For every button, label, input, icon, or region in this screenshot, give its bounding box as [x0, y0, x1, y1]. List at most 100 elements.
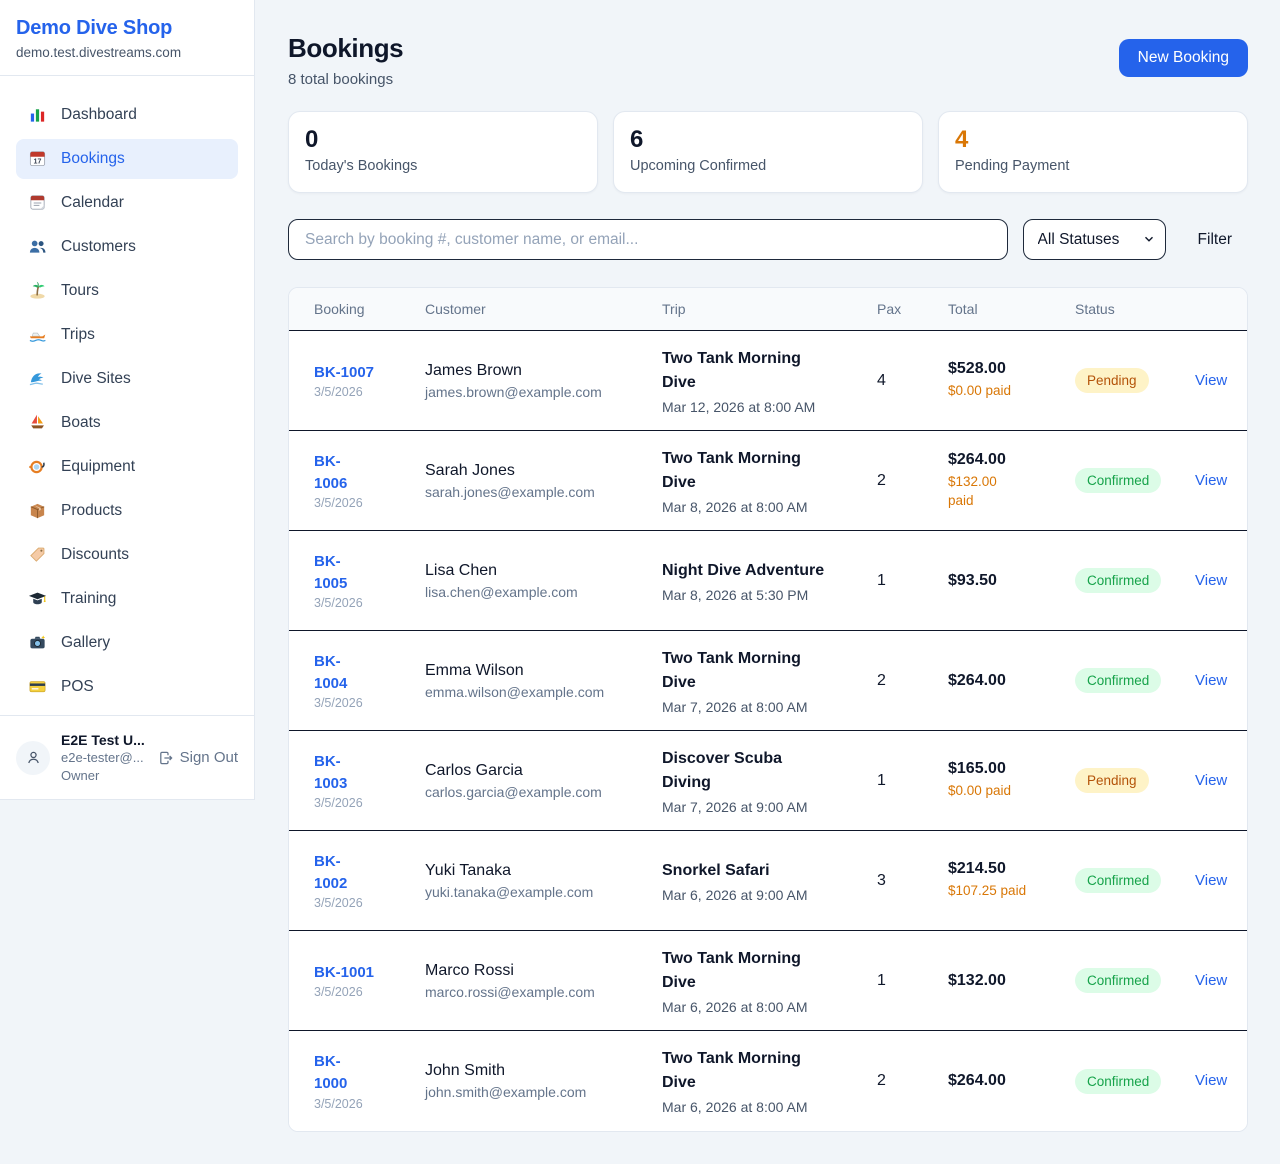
filter-button[interactable]: Filter [1197, 230, 1232, 248]
view-link[interactable]: View [1195, 771, 1228, 789]
page-title-block: Bookings 8 total bookings [288, 33, 404, 88]
sidebar-item-boats[interactable]: Boats [16, 403, 238, 443]
booking-id-link[interactable]: BK-1003 [314, 752, 348, 792]
booking-cell: BK-1007 3/5/2026 [314, 362, 425, 400]
credit-card-icon [28, 677, 48, 697]
bookings-table: Booking Customer Trip Pax Total Status B… [288, 287, 1248, 1132]
camera-icon [28, 633, 48, 653]
col-header-total: Total [948, 301, 978, 317]
booking-id-link[interactable]: BK-1000 [314, 1053, 348, 1092]
customer-name: Lisa Chen [425, 561, 498, 579]
sidebar-item-bookings[interactable]: 17 Bookings [16, 139, 238, 179]
sidebar-item-discounts[interactable]: Discounts [16, 535, 238, 575]
customer-cell: Emma Wilson emma.wilson@example.com [425, 662, 662, 700]
pax-count: 3 [877, 871, 886, 889]
sidebar-item-products[interactable]: Products [16, 491, 238, 531]
status-badge: Pending [1075, 368, 1149, 393]
total-cell: $93.50 [948, 572, 1075, 590]
paid-amount: $0.00 paid [948, 383, 1012, 399]
package-icon [28, 501, 48, 521]
status-cell: Confirmed [1075, 468, 1195, 493]
trip-name: Two Tank Morning Dive [662, 349, 801, 391]
sidebar-item-calendar[interactable]: Calendar [16, 183, 238, 223]
new-booking-button[interactable]: New Booking [1118, 39, 1248, 77]
booking-cell: BK-1003 3/5/2026 [314, 751, 425, 811]
sidebar-item-training[interactable]: Training [16, 579, 238, 619]
table-row: BK-1000 3/5/2026 John Smith john.smith@e… [289, 1031, 1247, 1131]
graduation-cap-icon [28, 589, 48, 609]
col-header-trip: Trip [662, 301, 686, 317]
customer-email: john.smith@example.com [425, 1084, 587, 1100]
total-cell: $264.00 [948, 672, 1075, 690]
view-link[interactable]: View [1195, 671, 1228, 689]
trip-cell: Two Tank Morning Dive Mar 12, 2026 at 8:… [662, 347, 877, 415]
col-header-booking: Booking [314, 301, 365, 317]
user-role: Owner [61, 767, 100, 783]
status-select[interactable]: All Statuses [1022, 219, 1166, 260]
trip-cell: Snorkel Safari Mar 6, 2026 at 9:00 AM [662, 859, 877, 903]
total-cell: $214.50 $107.25 paid [948, 860, 1075, 901]
booking-id-link[interactable]: BK-1007 [314, 363, 375, 381]
island-icon [28, 281, 48, 301]
view-link[interactable]: View [1195, 471, 1228, 489]
customer-cell: Marco Rossi marco.rossi@example.com [425, 962, 662, 1000]
page-header: Bookings 8 total bookings New Booking [288, 33, 1248, 88]
total-cell: $165.00 $0.00 paid [948, 760, 1075, 801]
table-row: BK-1001 3/5/2026 Marco Rossi marco.rossi… [289, 931, 1247, 1031]
sidebar-item-dashboard[interactable]: Dashboard [16, 95, 238, 135]
stat-card-pending-payment: 4 Pending Payment [938, 111, 1248, 193]
trip-datetime: Mar 6, 2026 at 8:00 AM [662, 998, 808, 1015]
avatar [16, 740, 50, 775]
page-subtitle: 8 total bookings [288, 71, 394, 88]
booking-date: 3/5/2026 [314, 896, 363, 911]
search-input[interactable] [288, 219, 1008, 260]
pax-count: 4 [877, 371, 886, 389]
view-link[interactable]: View [1195, 971, 1228, 989]
total-amount: $93.50 [948, 571, 997, 589]
sidebar-item-pos[interactable]: POS [16, 667, 238, 707]
calendar-icon [28, 193, 48, 213]
total-cell: $528.00 $0.00 paid [948, 360, 1075, 401]
trip-cell: Night Dive Adventure Mar 8, 2026 at 5:30… [662, 559, 877, 603]
status-badge: Confirmed [1075, 868, 1162, 893]
total-amount: $165.00 [948, 760, 1006, 778]
sidebar-item-gallery[interactable]: Gallery [16, 623, 238, 663]
sign-out-button[interactable]: Sign Out [158, 749, 238, 766]
sidebar-footer: E2E Test U... e2e-tester@... Owner Sign … [0, 715, 254, 799]
booking-id-link[interactable]: BK-1004 [314, 652, 348, 692]
status-cell: Pending [1075, 768, 1195, 793]
sidebar-item-dive-sites[interactable]: Dive Sites [16, 359, 238, 399]
svg-text:17: 17 [34, 158, 42, 166]
stat-label: Pending Payment [955, 158, 1070, 174]
booking-cell: BK-1006 3/5/2026 [314, 451, 425, 511]
customer-cell: John Smith john.smith@example.com [425, 1062, 662, 1100]
speedboat-icon [28, 325, 48, 345]
trip-name: Snorkel Safari [662, 861, 770, 879]
sidebar-item-customers[interactable]: Customers [16, 227, 238, 267]
stat-card-upcoming-confirmed: 6 Upcoming Confirmed [613, 111, 923, 193]
customer-cell: Yuki Tanaka yuki.tanaka@example.com [425, 862, 662, 900]
table-row: BK-1005 3/5/2026 Lisa Chen lisa.chen@exa… [289, 531, 1247, 631]
booking-cell: BK-1004 3/5/2026 [314, 651, 425, 711]
view-link[interactable]: View [1195, 571, 1228, 589]
trip-cell: Discover Scuba Diving Mar 7, 2026 at 9:0… [662, 747, 877, 815]
booking-date: 3/5/2026 [314, 696, 363, 711]
status-badge: Confirmed [1075, 668, 1162, 693]
customer-email: lisa.chen@example.com [425, 583, 578, 600]
page-title: Bookings [288, 33, 404, 63]
sidebar: Demo Dive Shop demo.test.divestreams.com… [0, 0, 255, 800]
booking-id-link[interactable]: BK-1005 [314, 552, 348, 592]
view-link[interactable]: View [1195, 871, 1228, 889]
sidebar-item-tours[interactable]: Tours [16, 271, 238, 311]
customer-email: sarah.jones@example.com [425, 483, 595, 500]
view-link[interactable]: View [1195, 1072, 1228, 1089]
col-header-status: Status [1075, 301, 1115, 317]
sidebar-item-trips[interactable]: Trips [16, 315, 238, 355]
booking-date: 3/5/2026 [314, 385, 363, 400]
sidebar-item-equipment[interactable]: Equipment [16, 447, 238, 487]
booking-id-link[interactable]: BK-1002 [314, 852, 348, 892]
booking-id-link[interactable]: BK-1001 [314, 963, 375, 981]
view-link[interactable]: View [1195, 371, 1228, 389]
booking-id-link[interactable]: BK-1006 [314, 452, 348, 492]
customer-name: Marco Rossi [425, 961, 514, 979]
